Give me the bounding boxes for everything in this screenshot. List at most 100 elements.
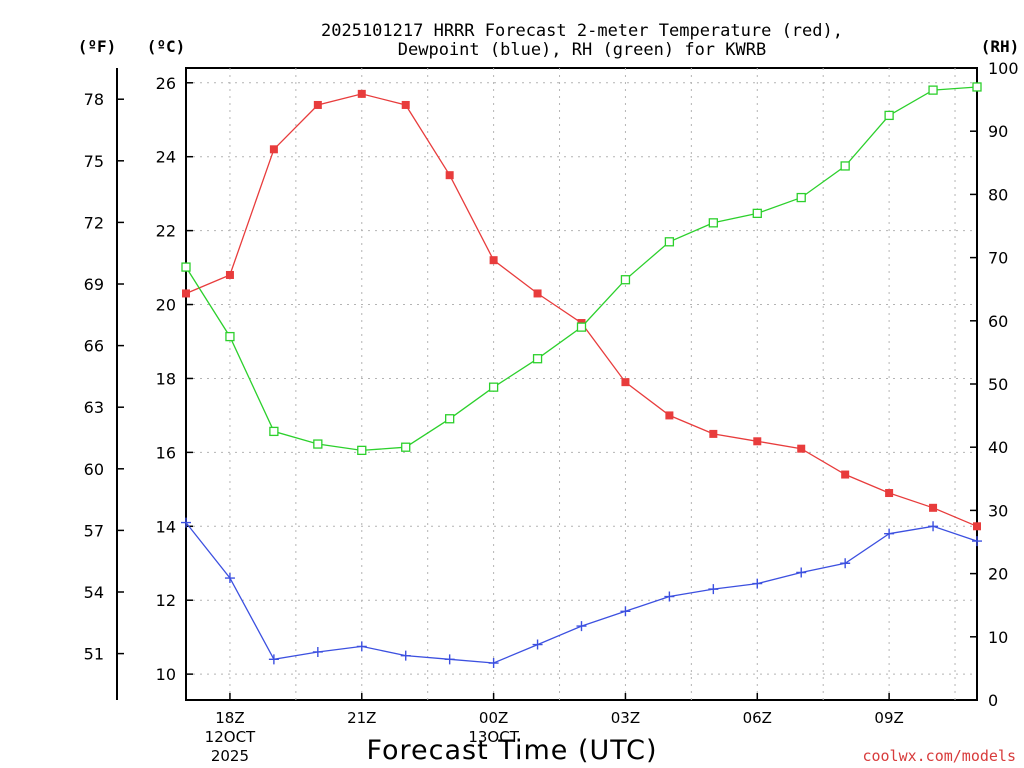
fahrenheit-unit-label: (ºF) — [78, 37, 117, 56]
temperature-point — [885, 489, 894, 498]
rh-tick-label: 60 — [988, 312, 1008, 331]
dewpoint-point — [796, 567, 807, 578]
time-tick-label: 06Z — [743, 709, 772, 727]
temperature-point — [357, 89, 366, 98]
fahrenheit-tick-label: 60 — [84, 460, 104, 479]
rh-unit-label: (RH) — [981, 37, 1020, 56]
temperature-point — [841, 470, 850, 479]
temperature-point — [709, 429, 718, 438]
dewpoint-point — [181, 517, 191, 528]
dewpoint-point — [664, 591, 675, 602]
rh-tick-label: 20 — [988, 565, 1008, 584]
temperature-point — [621, 378, 630, 387]
rh-point — [488, 382, 499, 392]
dewpoint-point — [972, 536, 982, 547]
fahrenheit-tick-label: 75 — [84, 152, 104, 171]
rh-line — [185, 86, 978, 452]
time-tick-label: 03Z — [611, 709, 640, 727]
rh-point — [928, 85, 938, 95]
dewpoint-line — [185, 522, 978, 664]
rh-point — [884, 110, 894, 121]
rh-point — [664, 237, 675, 247]
celsius-tick-label: 26 — [156, 74, 176, 93]
celsius-unit-label: (ºC) — [147, 37, 186, 56]
dewpoint-point — [312, 646, 323, 657]
temperature-point — [753, 437, 762, 446]
fahrenheit-tick-label: 66 — [84, 337, 104, 356]
dewpoint-point — [268, 654, 279, 665]
rh-axis: 0 10 20 30 40 50 60 70 80 90 100 — [970, 59, 1019, 710]
dewpoint-point — [444, 654, 455, 665]
rh-point — [532, 354, 543, 364]
fahrenheit-tick-label: 57 — [84, 521, 104, 540]
temperature-point — [665, 411, 674, 420]
rh-point — [972, 82, 982, 92]
temperature-point — [313, 100, 322, 109]
temperature-point — [929, 503, 938, 512]
rh-tick-label: 100 — [988, 59, 1019, 78]
celsius-axis: 10 12 14 16 18 20 22 24 26 — [156, 74, 193, 684]
chart-title-line1: 2025101217 HRRR Forecast 2-meter Tempera… — [321, 21, 843, 41]
celsius-tick-label: 22 — [156, 222, 176, 241]
temperature-point — [269, 145, 278, 154]
temperature-point — [533, 289, 542, 298]
rh-point — [357, 445, 367, 456]
celsius-tick-label: 12 — [156, 591, 176, 610]
dewpoint-point — [620, 606, 631, 617]
rh-tick-label: 90 — [988, 122, 1008, 141]
celsius-tick-label: 24 — [156, 148, 176, 167]
rh-tick-label: 30 — [988, 501, 1008, 520]
celsius-tick-label: 10 — [156, 665, 176, 684]
time-tick-date: 13OCT — [468, 728, 519, 746]
temperature-point — [182, 289, 190, 298]
time-tick-label: 21Z — [347, 709, 376, 727]
rh-point — [796, 192, 806, 203]
time-tick-date: 12OCT — [205, 728, 256, 746]
fahrenheit-tick-label: 51 — [84, 645, 104, 664]
dewpoint-point — [356, 641, 367, 652]
rh-point — [181, 262, 191, 272]
rh-tick-label: 70 — [988, 249, 1008, 268]
fahrenheit-tick-label: 69 — [84, 275, 104, 294]
dewpoint-point — [488, 658, 499, 669]
dewpoint-point — [224, 573, 235, 584]
temperature-line — [185, 93, 978, 527]
temperature-point — [225, 270, 234, 279]
rh-point — [620, 275, 631, 285]
dewpoint-point — [400, 650, 411, 661]
celsius-tick-label: 14 — [156, 517, 176, 536]
temperature-point — [489, 256, 498, 265]
rh-point — [269, 426, 279, 437]
rh-point — [576, 322, 587, 332]
celsius-tick-label: 20 — [156, 296, 176, 315]
time-tick-label: 18Z — [215, 709, 244, 727]
dewpoint-point — [884, 528, 895, 539]
grid-lines — [186, 68, 977, 700]
rh-point — [708, 218, 718, 228]
temperature-point — [401, 100, 410, 109]
rh-point — [225, 331, 235, 342]
dewpoint-point — [708, 584, 719, 595]
chart-title-line2: Dewpoint (blue), RH (green) for KWRB — [398, 40, 766, 60]
rh-tick-label: 0 — [988, 691, 998, 710]
fahrenheit-tick-label: 54 — [84, 583, 104, 602]
temperature-point — [973, 522, 981, 531]
rh-point — [840, 161, 850, 171]
time-tick-year: 2025 — [211, 747, 249, 765]
dewpoint-point — [576, 621, 587, 632]
temperature-point — [445, 171, 454, 180]
celsius-tick-label: 18 — [156, 369, 176, 388]
fahrenheit-axis: 51 54 57 60 63 66 69 72 75 78 — [84, 90, 124, 664]
rh-point — [401, 442, 411, 452]
fahrenheit-tick-label: 78 — [84, 90, 104, 109]
rh-point — [313, 439, 323, 449]
rh-point — [445, 414, 455, 424]
x-axis-label: Forecast Time (UTC) — [366, 735, 657, 766]
credit-text: coolwx.com/models — [862, 747, 1016, 765]
rh-tick-label: 50 — [988, 375, 1008, 394]
fahrenheit-tick-label: 63 — [84, 398, 104, 417]
rh-point — [752, 208, 762, 219]
dewpoint-point — [532, 639, 543, 650]
